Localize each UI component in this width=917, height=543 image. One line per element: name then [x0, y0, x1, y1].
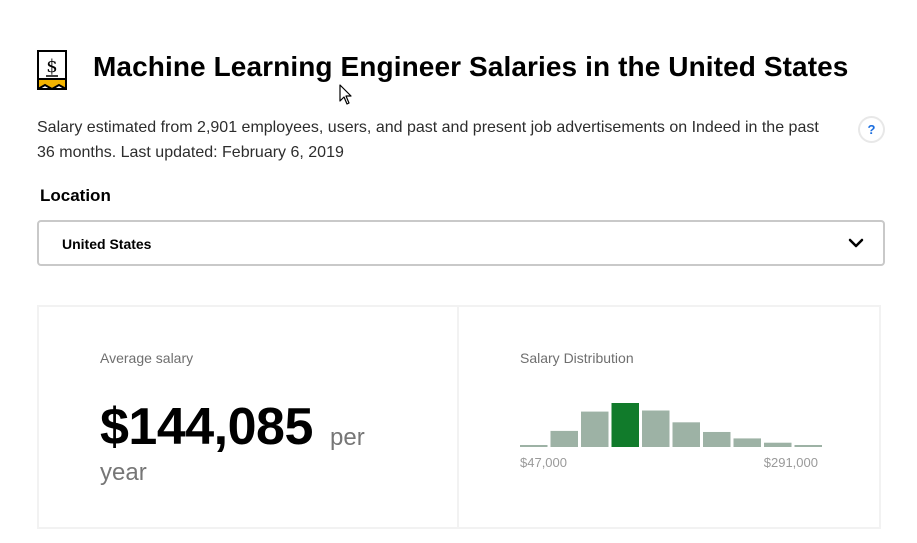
average-salary-amount: $144,085: [100, 398, 313, 456]
chevron-down-icon: [848, 238, 864, 248]
distribution-bar: [520, 445, 548, 447]
distribution-bar: [733, 438, 761, 447]
distribution-min-label: $47,000: [520, 455, 567, 470]
distribution-bar: [550, 430, 578, 447]
mouse-cursor-icon: [339, 84, 352, 105]
location-label: Location: [40, 186, 111, 205]
distribution-bar: [672, 422, 700, 447]
location-selected-value: United States: [62, 236, 152, 252]
svg-text:$: $: [46, 56, 57, 77]
location-select[interactable]: United States: [37, 220, 885, 266]
distribution-bar: [794, 445, 822, 447]
salary-badge-icon: $: [37, 50, 67, 90]
salary-description: Salary estimated from 2,901 employees, u…: [37, 119, 819, 161]
salary-cards: Average salary $144,085 per year Salary …: [37, 305, 881, 529]
average-salary-label: Average salary: [100, 350, 194, 366]
page-title: Machine Learning Engineer Salaries in th…: [93, 51, 849, 82]
salary-distribution-label: Salary Distribution: [520, 350, 634, 366]
distribution-bar: [581, 411, 609, 447]
salary-distribution-card: Salary Distribution $47,000 $291,000: [459, 307, 879, 527]
distribution-bar: [703, 431, 731, 447]
distribution-max-label: $291,000: [763, 455, 818, 470]
salary-per-label: per: [330, 424, 365, 451]
salary-distribution-chart: [520, 403, 822, 447]
distribution-bar: [642, 410, 670, 447]
distribution-bar-highlighted: [611, 403, 639, 447]
help-icon[interactable]: ?: [860, 118, 883, 141]
average-salary-card: Average salary $144,085 per year: [39, 307, 459, 527]
salary-period-label: year: [100, 459, 147, 486]
distribution-bar: [764, 442, 792, 447]
